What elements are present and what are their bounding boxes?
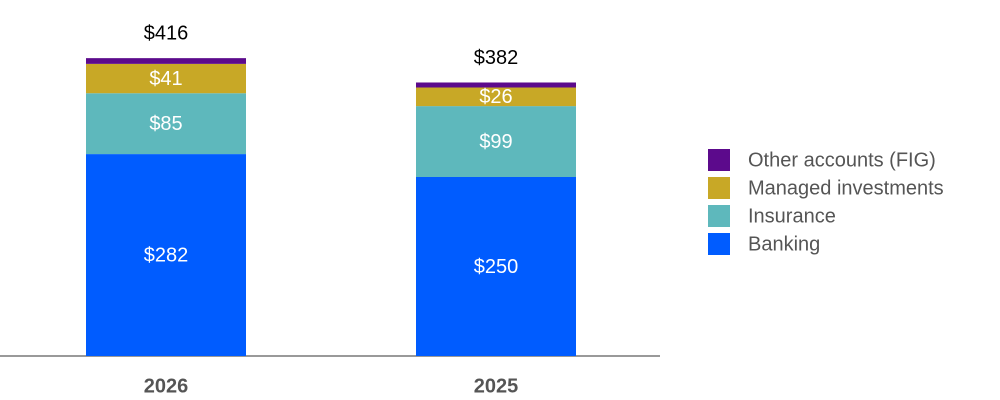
data-label: $26	[479, 86, 512, 108]
bar-segment	[86, 93, 246, 155]
x-tick-label: 2026	[144, 375, 189, 397]
legend-label: Banking	[748, 233, 820, 255]
legend-label: Other accounts (FIG)	[748, 149, 936, 171]
legend-swatch	[708, 233, 730, 255]
total-label: $416	[144, 22, 189, 44]
legend-swatch	[708, 177, 730, 199]
legend-swatch	[708, 205, 730, 227]
data-label: $85	[149, 113, 182, 135]
bar-segment	[416, 82, 576, 88]
bar-segment	[86, 63, 246, 94]
data-label: $282	[144, 244, 189, 266]
data-label: $99	[479, 131, 512, 153]
data-label: $250	[474, 256, 519, 278]
total-label: $382	[474, 47, 519, 69]
legend-label: Managed investments	[748, 177, 944, 199]
x-tick-label: 2025	[474, 375, 519, 397]
bar-segment	[86, 154, 246, 356]
legend-swatch	[708, 149, 730, 171]
bar-segment	[416, 177, 576, 356]
bar-segment	[86, 58, 246, 64]
legend-label: Insurance	[748, 205, 836, 227]
bar-segment	[416, 87, 576, 107]
data-label: $41	[149, 68, 182, 90]
bar-segment	[416, 106, 576, 177]
